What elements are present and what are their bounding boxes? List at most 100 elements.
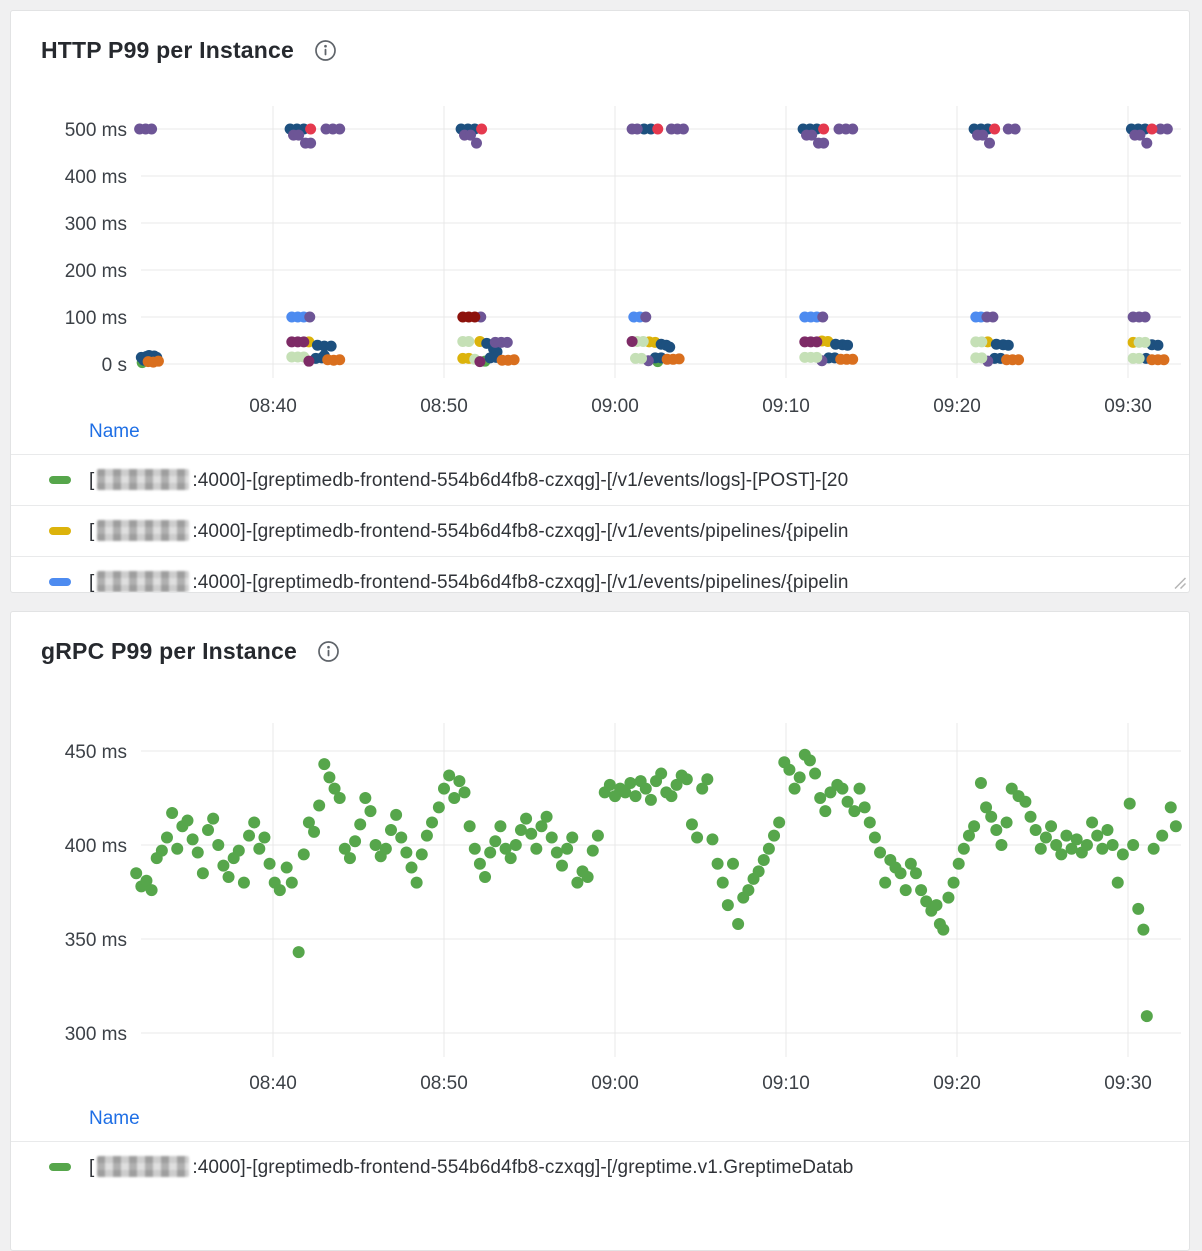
data-point[interactable]: [677, 123, 689, 135]
data-point[interactable]: [1086, 816, 1099, 829]
data-point[interactable]: [415, 848, 428, 861]
data-point[interactable]: [1060, 829, 1073, 842]
data-point[interactable]: [989, 123, 1001, 135]
data-point[interactable]: [644, 793, 657, 806]
data-point[interactable]: [426, 816, 439, 829]
data-point[interactable]: [742, 884, 755, 897]
data-point[interactable]: [1050, 839, 1063, 851]
data-point[interactable]: [530, 842, 543, 855]
data-point[interactable]: [470, 137, 482, 149]
data-point[interactable]: [848, 805, 861, 818]
panel-resize-handle[interactable]: [1173, 576, 1186, 589]
data-point[interactable]: [217, 859, 230, 872]
data-point[interactable]: [762, 842, 775, 855]
data-point[interactable]: [1127, 839, 1140, 851]
data-point[interactable]: [379, 842, 392, 855]
data-point[interactable]: [395, 831, 408, 844]
data-point[interactable]: [186, 833, 199, 846]
data-point[interactable]: [561, 842, 574, 855]
data-point[interactable]: [937, 923, 950, 936]
data-point[interactable]: [819, 805, 832, 818]
data-point[interactable]: [1045, 820, 1058, 833]
data-point[interactable]: [1134, 129, 1146, 141]
data-point[interactable]: [420, 829, 433, 842]
data-point[interactable]: [1152, 339, 1164, 351]
data-point[interactable]: [711, 857, 724, 870]
data-point[interactable]: [338, 842, 351, 855]
data-point[interactable]: [1123, 797, 1136, 810]
legend-row[interactable]: [:4000]-[greptimedb-frontend-554b6d4fb8-…: [11, 556, 1189, 592]
data-point[interactable]: [303, 355, 315, 367]
data-point[interactable]: [626, 335, 638, 347]
data-point[interactable]: [343, 852, 356, 865]
data-point[interactable]: [904, 857, 917, 870]
data-point[interactable]: [458, 786, 471, 799]
data-point[interactable]: [952, 857, 965, 870]
data-point[interactable]: [1091, 829, 1104, 842]
data-point[interactable]: [1106, 839, 1119, 851]
data-point[interactable]: [920, 895, 933, 908]
data-point[interactable]: [501, 336, 513, 348]
data-point[interactable]: [359, 792, 372, 804]
data-point[interactable]: [640, 311, 652, 323]
data-point[interactable]: [976, 352, 988, 364]
data-point[interactable]: [298, 336, 310, 348]
data-point[interactable]: [333, 792, 346, 804]
data-point[interactable]: [273, 884, 286, 897]
data-point[interactable]: [499, 842, 512, 855]
data-point[interactable]: [489, 835, 502, 848]
data-point[interactable]: [302, 816, 315, 829]
data-point[interactable]: [1111, 876, 1124, 889]
data-point[interactable]: [670, 778, 683, 791]
data-point[interactable]: [809, 767, 822, 780]
data-point[interactable]: [1055, 848, 1068, 861]
data-point[interactable]: [308, 825, 321, 838]
data-point[interactable]: [474, 356, 486, 368]
data-point[interactable]: [915, 884, 928, 897]
data-point[interactable]: [468, 842, 481, 855]
info-circle-icon[interactable]: [317, 640, 340, 663]
data-point[interactable]: [847, 353, 859, 365]
data-point[interactable]: [985, 810, 998, 823]
data-point[interactable]: [995, 839, 1008, 851]
data-point[interactable]: [863, 816, 876, 829]
data-point[interactable]: [571, 876, 584, 889]
data-point[interactable]: [793, 771, 806, 784]
data-point[interactable]: [691, 831, 704, 844]
data-point[interactable]: [334, 354, 346, 366]
data-point[interactable]: [586, 844, 599, 857]
data-point[interactable]: [1070, 833, 1083, 846]
data-point[interactable]: [328, 782, 341, 795]
data-point[interactable]: [448, 792, 461, 804]
data-point[interactable]: [581, 870, 594, 883]
data-point[interactable]: [555, 859, 568, 872]
data-point[interactable]: [1029, 823, 1042, 836]
data-point[interactable]: [716, 876, 729, 889]
data-point[interactable]: [313, 799, 326, 812]
data-point[interactable]: [983, 137, 995, 149]
data-point[interactable]: [318, 758, 331, 771]
data-point[interactable]: [685, 818, 698, 831]
data-point[interactable]: [1147, 842, 1160, 855]
data-point[interactable]: [292, 946, 305, 959]
data-point[interactable]: [508, 354, 520, 366]
data-point[interactable]: [968, 820, 981, 833]
data-point[interactable]: [874, 846, 887, 859]
data-point[interactable]: [535, 820, 548, 833]
data-point[interactable]: [443, 769, 456, 782]
data-point[interactable]: [400, 846, 413, 859]
data-point[interactable]: [253, 842, 266, 855]
data-point[interactable]: [438, 782, 450, 795]
data-point[interactable]: [1139, 336, 1151, 348]
data-point[interactable]: [1158, 354, 1170, 366]
data-point[interactable]: [146, 123, 158, 135]
data-point[interactable]: [212, 839, 225, 851]
data-point[interactable]: [1080, 839, 1093, 851]
data-point[interactable]: [207, 812, 220, 825]
data-point[interactable]: [1139, 311, 1151, 323]
data-point[interactable]: [768, 829, 781, 842]
data-point[interactable]: [297, 848, 310, 861]
data-point[interactable]: [369, 839, 382, 851]
data-point[interactable]: [364, 805, 377, 818]
data-point[interactable]: [155, 844, 168, 857]
